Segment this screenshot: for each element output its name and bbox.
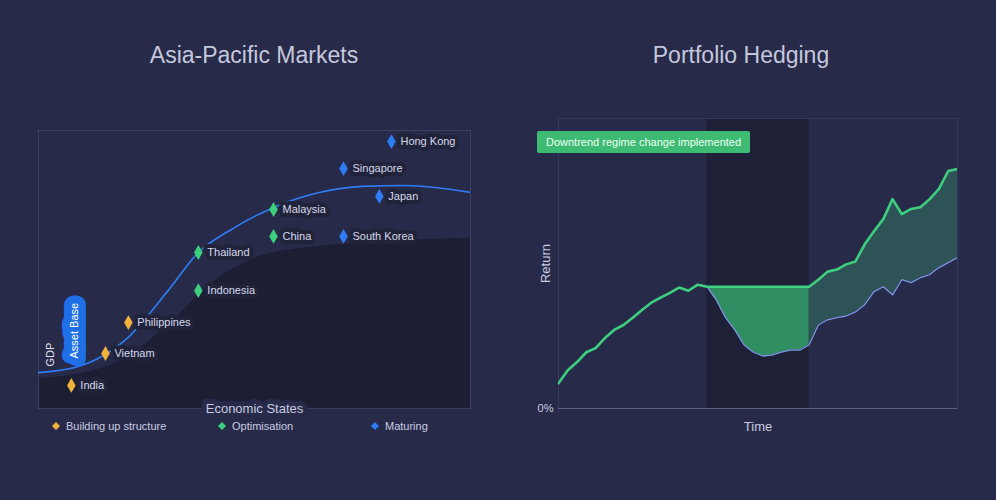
html-text:Building up structure: Building up structure: [66, 420, 167, 432]
html-text:Optimisation: Optimisation: [232, 420, 294, 432]
svg-text:Japan: Japan: [388, 190, 418, 202]
svg-text:GDP: GDP: [44, 343, 56, 367]
svg-text:Return: Return: [538, 244, 553, 283]
svg-text:Asset Base: Asset Base: [68, 303, 80, 359]
svg-text:Hong Kong: Hong Kong: [400, 135, 455, 147]
svg-text:0%: 0%: [538, 402, 554, 414]
html-text:Maturing: Maturing: [385, 420, 428, 432]
svg-text:Thailand: Thailand: [207, 246, 249, 258]
svg-text:Time: Time: [744, 419, 772, 434]
svg-text:South Korea: South Korea: [352, 230, 414, 242]
html-text:Asia-Pacific Markets: Asia-Pacific Markets: [149, 42, 359, 68]
html-text:Portfolio Hedging: Portfolio Hedging: [652, 42, 830, 68]
svg-text:Economic States: Economic States: [206, 401, 304, 416]
svg-text:Philippines: Philippines: [137, 316, 191, 328]
svg-text:Indonesia: Indonesia: [207, 284, 256, 296]
svg-text:China: China: [283, 230, 313, 242]
svg-text:Vietnam: Vietnam: [114, 347, 154, 359]
html-text:Downtrend regime change implem: Downtrend regime change implemented: [546, 136, 742, 148]
svg-text:India: India: [80, 379, 105, 391]
svg-text:Malaysia: Malaysia: [283, 203, 327, 215]
svg-text:Singapore: Singapore: [352, 162, 402, 174]
